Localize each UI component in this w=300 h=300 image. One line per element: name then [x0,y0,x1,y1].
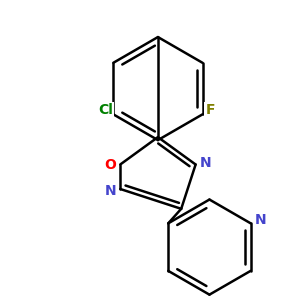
Text: N: N [255,213,266,227]
Text: N: N [104,184,116,198]
Text: Cl: Cl [98,103,113,117]
Text: O: O [104,158,116,172]
Text: N: N [200,155,211,170]
Text: F: F [206,103,215,117]
